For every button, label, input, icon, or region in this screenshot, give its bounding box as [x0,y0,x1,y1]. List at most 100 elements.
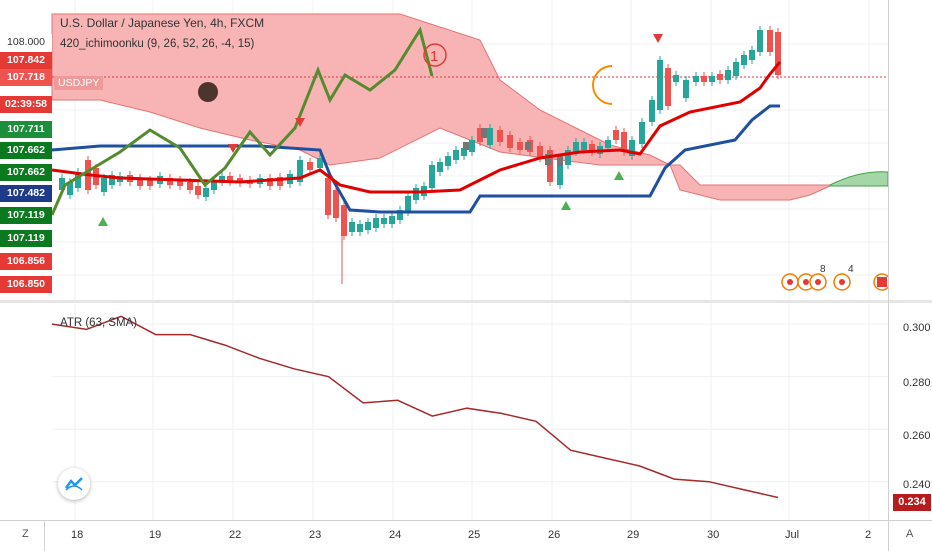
candle [565,150,571,165]
candle [481,128,487,138]
candle [525,142,531,150]
time-tick: 23 [309,529,322,541]
candle [413,188,419,200]
time-tick: 18 [71,529,84,541]
time-tick: Jul [785,529,800,541]
price-tag: 02:39:58 [0,96,52,113]
candle [349,222,355,232]
price-tag: 107.662 [0,164,52,181]
sell-signal-icon [653,34,663,43]
candle [333,190,339,218]
candle [613,130,619,140]
atr-last-value-tag: 0.234 [893,494,931,511]
candle [733,62,739,76]
price-tag: 106.856 [0,253,52,270]
price-tag: 107.711 [0,121,52,138]
atr-axis-tick: 0.300 [903,322,931,334]
candle [701,76,707,82]
annotation-number: 1 [430,48,438,65]
buy-signal-icon [561,201,571,210]
candle [649,100,655,122]
candle [757,30,763,52]
pane-separator[interactable] [0,300,932,303]
price-tag: 107.119 [0,230,52,247]
price-tag: 107.842 [0,52,52,69]
candle [365,222,371,230]
time-axis-left-button[interactable]: Z [22,528,29,540]
event-count: 4 [848,264,854,275]
candle [767,30,773,52]
candle [629,140,635,156]
candle [147,180,153,186]
candle [581,142,587,150]
time-tick: 19 [149,529,162,541]
crescent-moon-icon [592,65,613,105]
candle [211,180,217,190]
buy-signal-icon [98,217,108,226]
candle [741,55,747,65]
price-tag: 107.482 [0,185,52,202]
candle [341,205,347,236]
candle [605,140,611,148]
candle [547,150,553,182]
atr-axis-tick: 0.260 [903,430,931,442]
candle [461,148,467,156]
main-chart-pane[interactable]: 1 8 4 [0,0,888,300]
candle [517,142,523,150]
candle [673,75,679,82]
candle [709,76,715,82]
candle [537,146,543,158]
candle [683,80,689,98]
candle [317,158,323,168]
candle [389,216,395,224]
candle [717,74,723,80]
candle [75,172,81,188]
candle [397,210,403,220]
event-count: 8 [820,264,826,275]
chart-title: U.S. Dollar / Japanese Yen, 4h, FXCM [60,16,265,30]
candle [557,160,563,185]
candle [469,140,475,152]
candle [725,70,731,80]
candle [177,180,183,186]
candle [463,142,469,150]
candle [665,68,671,106]
candle [557,156,563,166]
price-axis[interactable]: 0.300 0.280 0.260 0.240 0.234 [888,0,932,520]
atr-axis-tick: 0.280 [903,377,931,389]
candle [487,128,493,145]
price-tag: 107.119 [0,207,52,224]
candle [267,178,273,186]
chikou-span-line [50,26,434,216]
time-tick: 2 [865,529,872,541]
price-tag: 107.718 [0,69,52,86]
time-tick: 30 [707,529,720,541]
time-axis[interactable]: Z 18 19 22 23 24 25 26 29 30 Jul 2 A [0,520,932,551]
time-tick: 24 [389,529,402,541]
candle [573,142,579,152]
auto-scale-button[interactable]: A [906,528,914,540]
candle [101,178,107,192]
time-tick: 22 [229,529,242,541]
time-tick: 25 [468,529,481,541]
kumo-cloud-bullish [829,171,888,187]
tradingview-logo-icon[interactable] [58,468,90,500]
time-tick: 29 [627,529,640,541]
candle [445,156,451,166]
candle [195,186,201,195]
candle [621,132,627,152]
sell-signal-icon [228,144,238,153]
candle [357,224,363,232]
kijun-sen-line [51,104,780,214]
candle [453,150,459,160]
time-tick: 26 [548,529,561,541]
buy-signal-icon [614,171,624,180]
candle [227,176,233,182]
candle [187,182,193,190]
atr-pane[interactable] [0,303,888,520]
candle [109,175,115,185]
candle [477,128,483,142]
symbol-tag: USDJPY [54,76,104,90]
candle [325,178,331,215]
candle [59,178,65,190]
